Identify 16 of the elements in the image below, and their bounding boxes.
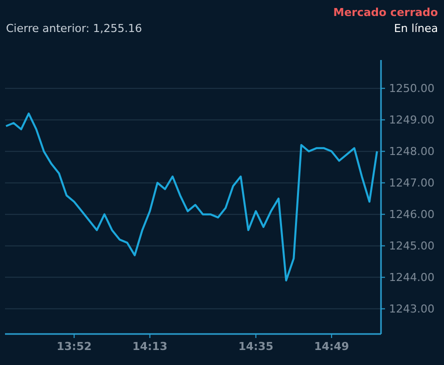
y-tick-label: 1244.00 (389, 271, 434, 284)
text: Mercado cerrado (333, 6, 438, 19)
x-tick-label: 14:13 (132, 340, 168, 353)
y-tick-label: 1245.00 (389, 240, 434, 253)
line-series (5, 112, 378, 282)
y-tick-label: 1243.00 (389, 302, 434, 316)
x-tick-label: 14:49 (314, 340, 350, 353)
text: En línea (394, 22, 438, 35)
x-tick-label: 13:52 (56, 340, 92, 353)
y-tick-label: 1250.00 (389, 82, 434, 96)
x-tick-label: 14:35 (238, 340, 274, 353)
y-tick-label: 1249.00 (389, 114, 434, 127)
y-tick-label: 1247.00 (389, 176, 434, 190)
y-tick-label: 1246.00 (389, 208, 434, 222)
chart-subtitle: Cierre anterior: 1,255.16 (6, 22, 142, 35)
y-tick-label: 1248.00 (389, 145, 434, 158)
